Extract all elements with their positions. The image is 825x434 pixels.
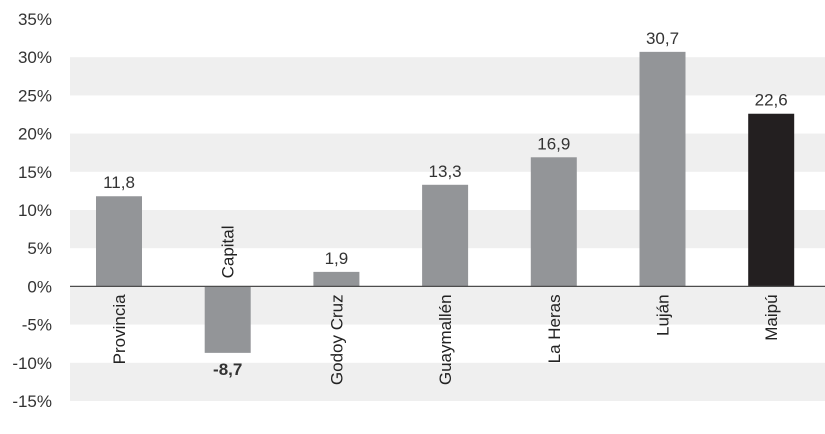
y-tick-label: -5% [22, 316, 52, 335]
y-tick-label: 5% [27, 239, 52, 258]
bar-capital [204, 286, 251, 353]
bar-guaymallén [422, 184, 469, 287]
bar-maipú [748, 113, 795, 287]
value-label: 22,6 [755, 91, 788, 110]
category-labels: Provincia Capital Godoy Cruz Guaymallén La H… [110, 225, 781, 385]
y-tick-label: -10% [12, 354, 52, 373]
value-labels: 11,8 -8,7 1,9 13,3 16,9 30,7 22,6 [103, 29, 788, 379]
value-label: 1,9 [325, 249, 349, 268]
y-tick-label: -15% [12, 392, 52, 411]
category-label: La Heras [545, 294, 564, 363]
value-label: 16,9 [537, 134, 570, 153]
grid-band [70, 57, 825, 96]
bar-la-heras [530, 157, 577, 287]
category-label: Guaymallén [436, 294, 455, 385]
category-label: Luján [654, 294, 673, 336]
grid-bands [70, 57, 825, 401]
y-tick-label: 25% [18, 86, 52, 105]
bar-provincia [96, 196, 142, 287]
bars [96, 51, 795, 353]
y-tick-label: 0% [27, 277, 52, 296]
category-label: Godoy Cruz [327, 294, 346, 385]
category-label: Maipú [762, 294, 781, 340]
category-label: Capital [219, 225, 238, 278]
value-label: 30,7 [646, 29, 679, 48]
value-label: 11,8 [103, 173, 135, 192]
grid-band [70, 286, 825, 325]
y-tick-label: 10% [18, 201, 52, 220]
grid-band [70, 133, 825, 172]
y-tick-label: 30% [18, 48, 52, 67]
bar-godoy-cruz [313, 271, 360, 287]
y-tick-label: 15% [18, 163, 52, 182]
y-tick-label: 35% [18, 10, 52, 29]
bar-luján [639, 51, 686, 287]
value-label: 13,3 [429, 162, 462, 181]
category-label: Provincia [110, 294, 129, 364]
grid-band [70, 362, 825, 401]
y-tick-label: 20% [18, 125, 52, 144]
y-axis: 35% 30% 25% 20% 15% 10% 5% 0% -5% -10% -15% [12, 10, 52, 411]
value-label: -8,7 [213, 360, 242, 379]
